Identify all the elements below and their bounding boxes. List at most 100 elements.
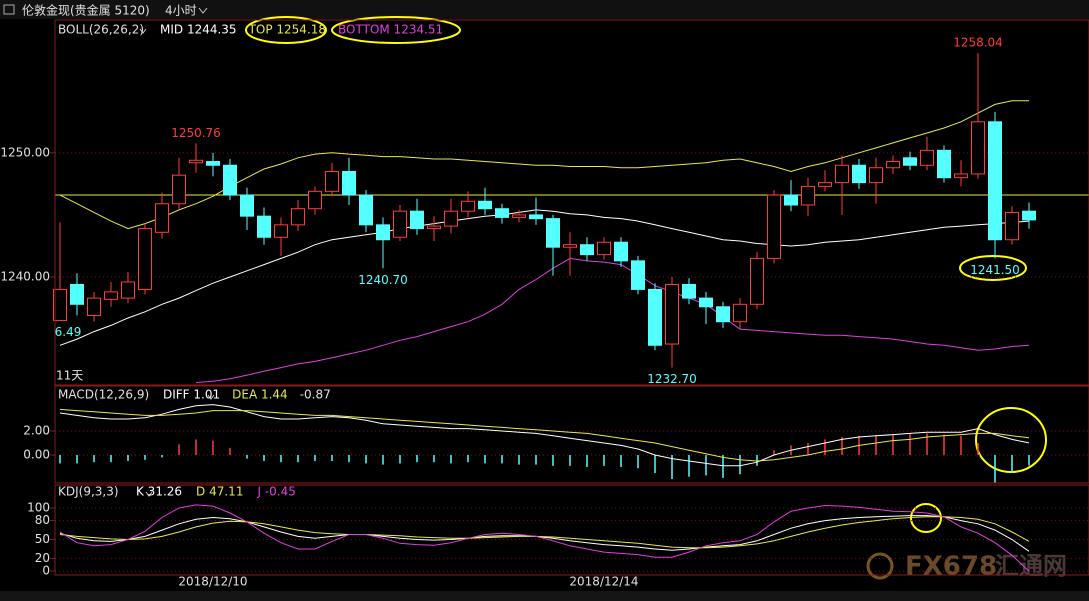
- candle-body: [121, 281, 135, 299]
- candle-body: [784, 194, 798, 206]
- watermark: FX678: [905, 552, 997, 582]
- watermark-logo: [866, 552, 894, 580]
- candle-body: [325, 170, 339, 192]
- y-tick-label: 80: [35, 513, 50, 527]
- candle-body: [648, 288, 662, 346]
- legend-entry: TOP 1254.18: [248, 23, 326, 37]
- panel-title: MACD(12,26,9): [58, 388, 149, 402]
- candle-body: [53, 288, 67, 321]
- price-annotation: 1232.70: [647, 372, 697, 386]
- candle-body: [512, 214, 526, 218]
- indicator-line: [59, 100, 1029, 230]
- candle-body: [342, 170, 356, 196]
- candle-body: [155, 203, 169, 233]
- candle-body: [308, 190, 322, 210]
- ellipse: [910, 503, 942, 533]
- y-tick-label: 2.00: [23, 424, 50, 438]
- candle-body: [716, 306, 730, 323]
- candle-body: [495, 208, 509, 218]
- candle-body: [682, 283, 696, 299]
- candle-body: [614, 241, 628, 262]
- y-tick-label: 50: [35, 532, 50, 546]
- candle-body: [410, 210, 424, 230]
- candle-body: [529, 214, 543, 220]
- candle-body: [869, 167, 883, 184]
- dropdown-arrow[interactable]: [198, 7, 208, 14]
- window-icon: [3, 4, 15, 15]
- panel-title: KDJ(9,3,3): [58, 485, 119, 499]
- candle-body: [971, 121, 985, 175]
- candle-body: [427, 225, 441, 230]
- panel-frames: [54, 19, 1089, 576]
- candle-body: [478, 200, 492, 210]
- candle-body: [104, 291, 118, 300]
- candle-body: [291, 208, 305, 226]
- indicator-line: [59, 515, 1030, 552]
- instrument: 伦敦金现(贵金属 5120): [22, 3, 150, 18]
- y-tick-label: 1250.00: [0, 145, 50, 159]
- period[interactable]: 4小时: [165, 4, 197, 18]
- legend-entry: D 47.11: [196, 485, 243, 499]
- candle-body: [886, 161, 900, 169]
- candle-body: [631, 260, 645, 290]
- candle-body: [1005, 211, 1019, 241]
- candle-body: [920, 149, 934, 166]
- indicator-line: [59, 209, 1030, 346]
- candle-body: [172, 174, 186, 205]
- ellipse: [975, 407, 1047, 473]
- candle-body: [138, 228, 152, 290]
- candle-body: [988, 121, 1002, 241]
- main-panel: [54, 19, 1089, 386]
- candle-body: [240, 194, 254, 217]
- y-tick-label: 100: [27, 501, 50, 515]
- highlight-ellipses: [245, 16, 1047, 533]
- candle-body: [903, 157, 917, 166]
- title-bar: [0, 0, 1089, 19]
- candle-body: [189, 159, 203, 164]
- watermark: 汇通网: [995, 552, 1067, 580]
- candle-body: [852, 164, 866, 184]
- candle-body: [546, 218, 560, 248]
- candle-body: [937, 149, 951, 179]
- indicator-line: [195, 257, 1030, 383]
- dropdown-arrows: [139, 28, 215, 497]
- status-bar: [0, 591, 1089, 601]
- candle-body: [444, 210, 458, 227]
- legend-entry: BOTTOM 1234.51: [338, 23, 443, 37]
- candle-body: [461, 200, 475, 212]
- macd-value: -0.87: [300, 388, 331, 402]
- indicator-line: [59, 516, 1030, 549]
- indicator-line: [59, 504, 1030, 572]
- indicator-line: [59, 404, 1030, 467]
- candle-body: [393, 210, 407, 238]
- candle-body: [257, 215, 271, 238]
- legend-entry: DIFF 1.01: [163, 388, 220, 402]
- candle-body: [818, 182, 832, 187]
- candle-body: [801, 185, 815, 206]
- ellipse: [245, 16, 327, 44]
- y-tick-label: 0: [42, 564, 50, 578]
- x-tick-label: 2018/12/14: [569, 575, 638, 589]
- note: 11天: [56, 369, 83, 383]
- ellipse: [331, 16, 461, 44]
- legend-entry: DEA 1.44: [232, 388, 288, 402]
- kdj-panel: [54, 484, 1089, 576]
- candle-body: [1022, 210, 1036, 221]
- candle-body: [70, 283, 84, 305]
- price-annotation: 1258.04: [953, 36, 1003, 50]
- y-tick-label: 0.00: [23, 448, 50, 462]
- candle-body: [750, 257, 764, 305]
- indicator-line: [59, 408, 1030, 462]
- candle-body: [563, 244, 577, 248]
- legend-entry: MID 1244.35: [160, 23, 237, 37]
- price-annotation: 1250.76: [171, 126, 221, 140]
- candle-body: [733, 303, 747, 323]
- candle-body: [359, 194, 373, 226]
- candle-body: [835, 164, 849, 184]
- price-annotation: 1241.50: [970, 263, 1020, 277]
- panel-title: BOLL(26,26,2): [58, 23, 144, 37]
- candle-body: [954, 173, 968, 179]
